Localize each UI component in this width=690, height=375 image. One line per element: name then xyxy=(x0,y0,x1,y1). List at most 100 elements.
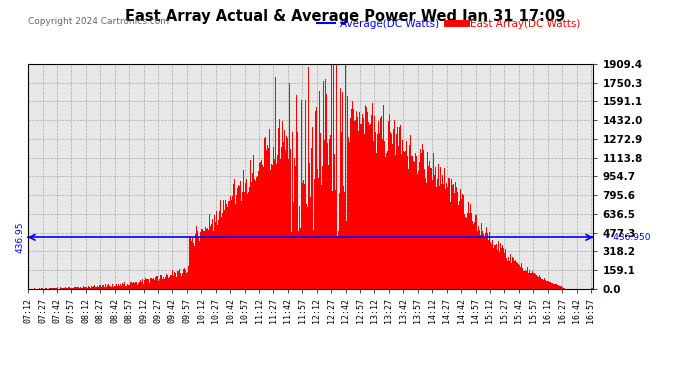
Bar xyxy=(406,156,408,289)
Bar xyxy=(461,200,462,289)
Bar xyxy=(193,243,194,289)
Bar xyxy=(108,284,110,289)
Bar xyxy=(220,200,221,289)
Bar xyxy=(242,192,243,289)
Bar xyxy=(101,285,103,289)
Bar xyxy=(222,213,223,289)
Bar xyxy=(347,96,348,289)
Bar xyxy=(304,184,305,289)
Bar xyxy=(228,201,230,289)
Bar xyxy=(184,268,186,289)
Bar xyxy=(366,107,367,289)
Bar xyxy=(255,181,256,289)
Bar xyxy=(143,284,144,289)
Bar xyxy=(144,280,145,289)
Bar xyxy=(556,284,557,289)
Bar xyxy=(266,150,267,289)
Bar xyxy=(130,282,132,289)
Bar xyxy=(100,285,101,289)
Bar xyxy=(62,288,63,289)
Bar xyxy=(49,288,50,289)
Bar xyxy=(352,101,353,289)
Bar xyxy=(323,81,324,289)
Bar xyxy=(282,121,283,289)
Bar xyxy=(374,116,375,289)
Bar xyxy=(537,276,538,289)
Bar xyxy=(233,196,235,289)
Bar xyxy=(75,287,76,289)
Bar xyxy=(403,152,404,289)
Bar xyxy=(201,229,203,289)
Bar xyxy=(473,224,474,289)
Bar xyxy=(39,288,40,289)
Bar xyxy=(138,283,139,289)
Bar xyxy=(96,287,97,289)
Bar xyxy=(170,275,171,289)
Bar xyxy=(189,237,190,289)
Bar xyxy=(137,285,138,289)
Bar xyxy=(462,199,464,289)
Bar xyxy=(122,283,123,289)
Bar xyxy=(488,240,489,289)
Bar xyxy=(371,115,372,289)
Bar xyxy=(335,159,337,289)
Bar xyxy=(559,286,560,289)
Bar xyxy=(55,288,57,289)
Bar xyxy=(524,271,525,289)
Bar xyxy=(303,180,304,289)
Bar xyxy=(83,286,84,289)
Bar xyxy=(338,231,339,289)
Bar xyxy=(91,286,92,289)
Bar xyxy=(379,133,380,289)
Bar xyxy=(471,213,472,289)
Bar xyxy=(235,204,237,289)
Bar xyxy=(81,288,82,289)
Bar xyxy=(159,279,160,289)
Bar xyxy=(398,146,399,289)
Bar xyxy=(369,125,370,289)
Bar xyxy=(299,206,300,289)
Bar xyxy=(516,262,518,289)
Bar xyxy=(311,148,313,289)
Bar xyxy=(543,280,544,289)
Bar xyxy=(386,116,388,289)
Bar xyxy=(279,159,281,289)
Bar xyxy=(348,136,349,289)
Text: • 436.950: • 436.950 xyxy=(604,233,650,242)
Bar xyxy=(169,277,170,289)
Bar xyxy=(482,231,483,289)
Bar xyxy=(480,235,481,289)
Bar xyxy=(246,179,247,289)
Bar xyxy=(321,185,322,289)
Bar xyxy=(422,144,423,289)
Bar xyxy=(423,150,424,289)
Bar xyxy=(503,248,504,289)
Bar xyxy=(469,213,470,289)
Bar xyxy=(544,278,545,289)
Bar xyxy=(440,167,442,289)
Bar xyxy=(305,100,306,289)
Bar xyxy=(273,147,274,289)
Bar xyxy=(267,145,268,289)
Bar xyxy=(135,282,137,289)
Bar xyxy=(216,211,217,289)
Bar xyxy=(552,283,553,289)
Bar xyxy=(245,183,246,289)
Bar xyxy=(522,268,523,289)
Bar xyxy=(466,218,467,289)
Bar xyxy=(149,283,150,289)
Bar xyxy=(562,288,564,289)
Bar xyxy=(252,172,253,289)
Bar xyxy=(176,276,177,289)
Bar xyxy=(483,234,484,289)
Bar xyxy=(504,253,505,289)
Bar xyxy=(474,222,475,289)
Bar xyxy=(362,114,364,289)
Bar xyxy=(455,182,456,289)
Bar xyxy=(274,159,275,289)
Bar xyxy=(271,165,272,289)
Bar xyxy=(166,274,167,289)
Bar xyxy=(191,241,192,289)
Bar xyxy=(240,181,241,289)
Bar xyxy=(259,164,260,289)
